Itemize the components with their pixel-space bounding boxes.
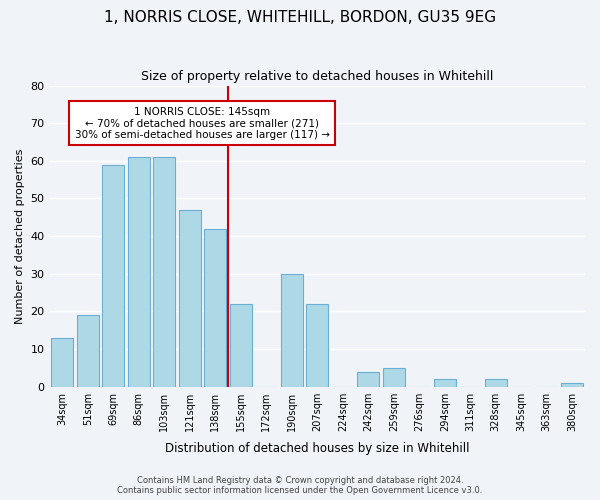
Bar xyxy=(179,210,200,386)
Bar xyxy=(154,157,175,386)
Text: 1, NORRIS CLOSE, WHITEHILL, BORDON, GU35 9EG: 1, NORRIS CLOSE, WHITEHILL, BORDON, GU35… xyxy=(104,10,496,25)
Bar xyxy=(562,383,583,386)
Bar xyxy=(230,304,251,386)
X-axis label: Distribution of detached houses by size in Whitehill: Distribution of detached houses by size … xyxy=(165,442,470,455)
Text: Contains HM Land Registry data © Crown copyright and database right 2024.
Contai: Contains HM Land Registry data © Crown c… xyxy=(118,476,482,495)
Title: Size of property relative to detached houses in Whitehill: Size of property relative to detached ho… xyxy=(141,70,493,83)
Bar xyxy=(307,304,328,386)
Bar xyxy=(383,368,404,386)
Bar xyxy=(485,379,506,386)
Bar xyxy=(128,157,149,386)
Text: 1 NORRIS CLOSE: 145sqm
← 70% of detached houses are smaller (271)
30% of semi-de: 1 NORRIS CLOSE: 145sqm ← 70% of detached… xyxy=(74,106,329,140)
Y-axis label: Number of detached properties: Number of detached properties xyxy=(15,148,25,324)
Bar xyxy=(205,228,226,386)
Bar xyxy=(281,274,302,386)
Bar xyxy=(358,372,379,386)
Bar xyxy=(434,379,455,386)
Bar xyxy=(103,164,124,386)
Bar xyxy=(52,338,73,386)
Bar xyxy=(77,315,98,386)
